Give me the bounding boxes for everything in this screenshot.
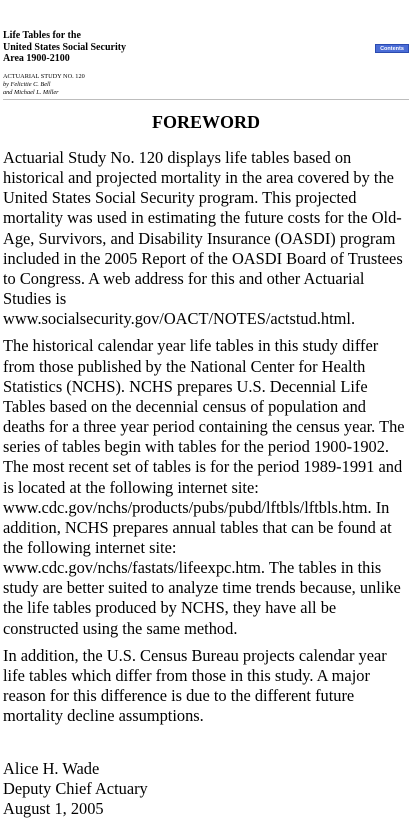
foreword-body: Actuarial Study No. 120 displays life ta… <box>3 148 411 726</box>
title-line-3: Area 1900-2100 <box>3 53 70 64</box>
study-number: ACTUARIAL STUDY NO. 120 <box>3 73 85 80</box>
paragraph-1: Actuarial Study No. 120 displays life ta… <box>3 148 403 329</box>
authors: by Felicitie C. Bell and Michael L. Mill… <box>3 81 59 96</box>
paragraph-2: The historical calendar year life tables… <box>3 336 405 638</box>
contents-button[interactable]: Contents <box>375 44 409 53</box>
signature-date: August 1, 2005 <box>3 799 104 819</box>
title-line-2: United States Social Security <box>3 41 127 53</box>
author-line-2: and Michael L. Miller <box>3 88 59 96</box>
document-page: Life Tables for the United States Social… <box>3 0 409 818</box>
document-header: Life Tables for the United States Social… <box>3 0 409 100</box>
signature-name: Alice H. Wade <box>3 759 100 778</box>
author-line-1: by Felicitie C. Bell <box>3 81 51 88</box>
paragraph-3: In addition, the U.S. Census Bureau proj… <box>3 645 387 726</box>
signature-block: Alice H. Wade Deputy Chief Actuary Augus… <box>3 759 148 819</box>
document-title: Life Tables for the United States Social… <box>3 30 126 65</box>
header-divider <box>3 99 409 100</box>
page-heading: FOREWORD <box>152 112 260 132</box>
title-line-1: Life Tables for the <box>3 30 81 41</box>
signature-role: Deputy Chief Actuary <box>3 779 148 799</box>
